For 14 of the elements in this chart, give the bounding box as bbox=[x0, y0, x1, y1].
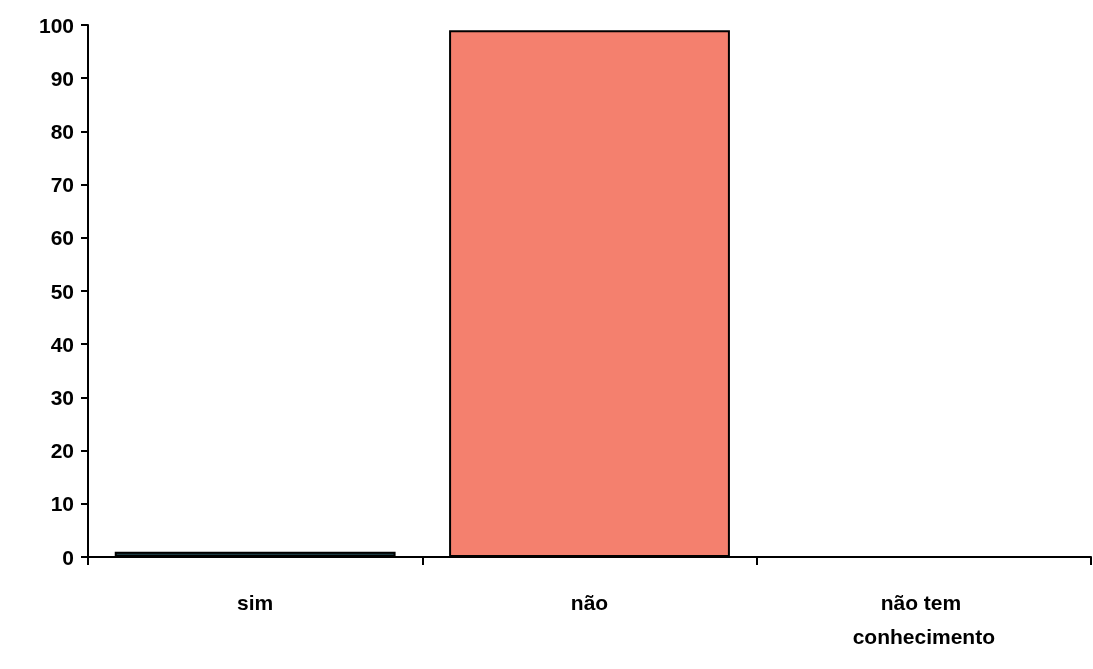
x-tick-label: sim bbox=[237, 590, 274, 614]
x-tick-label: não tem conhecimento bbox=[852, 590, 996, 648]
y-tick-label: 20 bbox=[50, 439, 74, 463]
y-tick-label: 40 bbox=[50, 332, 74, 356]
y-tick-label: 90 bbox=[50, 66, 74, 90]
y-tick-label: 60 bbox=[50, 226, 74, 250]
y-tick-label: 30 bbox=[50, 385, 74, 409]
y-tick-label: 100 bbox=[38, 13, 74, 37]
y-tick-label: 80 bbox=[50, 119, 74, 143]
y-tick-label: 70 bbox=[50, 173, 74, 197]
x-tick-label: não bbox=[570, 590, 609, 614]
y-tick-label: 10 bbox=[50, 492, 74, 516]
y-tick-label: 50 bbox=[50, 279, 74, 303]
y-tick-label: 0 bbox=[62, 545, 74, 569]
